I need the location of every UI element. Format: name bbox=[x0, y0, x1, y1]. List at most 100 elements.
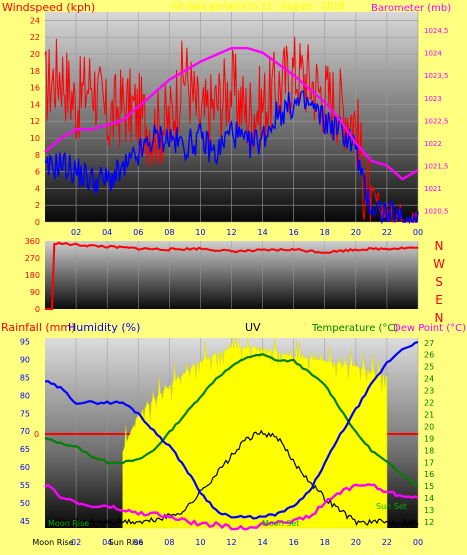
humidity-y-tick: 55 bbox=[20, 481, 30, 490]
wind-x-tick: 20 bbox=[351, 228, 361, 237]
barometer-y-tick: 1020,5 bbox=[424, 208, 449, 216]
wind-y-tick: 18 bbox=[30, 67, 40, 76]
wind-x-tick: 02 bbox=[71, 228, 81, 237]
temp-x-tick: 08 bbox=[164, 538, 174, 547]
barometer-y-tick: 1021,5 bbox=[424, 163, 449, 171]
wind-x-tick: 08 bbox=[164, 228, 174, 237]
barometer-y-tick: 1023 bbox=[424, 95, 442, 103]
temperature-y-tick: 24 bbox=[424, 375, 434, 384]
barometer-y-tick: 1024 bbox=[424, 50, 442, 58]
barometer-y-ticks: 1020,5 1021 1021,5 1022 1022,5 1023 1023,5 1024… bbox=[424, 27, 449, 216]
rain-zero-tick: 0 bbox=[34, 430, 39, 439]
wind-x-tick: 14 bbox=[257, 228, 267, 237]
wind-x-tick: 22 bbox=[382, 228, 392, 237]
temp-x-tick: Moon Rise bbox=[32, 538, 73, 547]
humidity-y-tick: 80 bbox=[20, 391, 30, 400]
sun-set-note: Sun Set bbox=[376, 502, 407, 511]
uv-line bbox=[44, 429, 419, 527]
temperature-y-tick: 27 bbox=[424, 339, 434, 348]
wind-y-tick: 6 bbox=[35, 168, 40, 177]
humidity-y-tick: 65 bbox=[20, 445, 30, 454]
wind-y-tick: 22 bbox=[30, 33, 40, 42]
dewpoint-axis-label: Dew Point (°C) bbox=[393, 323, 466, 334]
compass-label: N bbox=[435, 311, 444, 325]
temperature-y-tick: 25 bbox=[424, 363, 434, 372]
temp-series bbox=[44, 340, 419, 531]
wind-direction-line bbox=[45, 241, 419, 310]
compass-label: E bbox=[435, 293, 443, 307]
barometer-y-tick: 1024,5 bbox=[424, 27, 449, 35]
temperature-axis-label: Temperature (°C) bbox=[311, 323, 398, 334]
temp-x-tick: Sun Rise bbox=[109, 538, 144, 547]
wind-y-tick: 20 bbox=[30, 50, 40, 59]
wind-y-tick: 4 bbox=[35, 184, 40, 193]
windspeed-axis-label: Windspeed (kph) bbox=[2, 1, 95, 14]
wind-y-tick: 2 bbox=[35, 201, 40, 210]
humidity-axis-label: Humidity (%) bbox=[68, 321, 140, 334]
wind-x-tick: 04 bbox=[102, 228, 112, 237]
compass-label: W bbox=[433, 257, 445, 271]
direction-y-tick: 180 bbox=[25, 271, 40, 280]
temp-x-tick: 02 bbox=[71, 538, 81, 547]
temperature-line bbox=[44, 352, 419, 487]
humidity-line bbox=[44, 340, 419, 520]
uv-axis-label: UV bbox=[245, 321, 261, 334]
temp-x-tick: 14 bbox=[257, 538, 267, 547]
compass-label: S bbox=[435, 275, 443, 289]
moon-rise-note: Moon Rise bbox=[48, 519, 89, 528]
temperature-y-tick: 21 bbox=[424, 410, 434, 419]
dewpoint-line bbox=[44, 483, 419, 531]
date-title: All data pertains to 11 - August - 2018 bbox=[172, 2, 345, 12]
temp-x-tick: 20 bbox=[351, 538, 361, 547]
rainfall-axis-label: Rainfall (mm) bbox=[1, 321, 75, 334]
wind-x-tick: 10 bbox=[195, 228, 205, 237]
compass-label: N bbox=[435, 239, 444, 253]
humidity-y-tick: 70 bbox=[20, 427, 30, 436]
barometer-line bbox=[44, 46, 419, 181]
direction-y-tick: 360 bbox=[25, 237, 40, 246]
humidity-y-tick: 75 bbox=[20, 409, 30, 418]
wind-y-tick: 24 bbox=[30, 16, 40, 25]
direction-y-tick: 0 bbox=[35, 305, 40, 314]
wind-y-tick: 8 bbox=[35, 151, 40, 160]
wind-x-tick: 12 bbox=[226, 228, 236, 237]
temperature-y-tick: 17 bbox=[424, 458, 434, 467]
temp-x-tick: 04 bbox=[102, 538, 112, 547]
wind-x-tick: 18 bbox=[320, 228, 330, 237]
temperature-y-tick: 16 bbox=[424, 470, 434, 479]
windspeed-avg-line bbox=[44, 90, 419, 225]
barometer-y-tick: 1023,5 bbox=[424, 72, 449, 80]
moon-set-note: Moon Set bbox=[262, 519, 299, 528]
temperature-y-tick: 22 bbox=[424, 399, 434, 408]
humidity-y-tick: 45 bbox=[20, 517, 30, 526]
direction-y-tick: 270 bbox=[25, 254, 40, 263]
wind-y-tick: 12 bbox=[30, 117, 40, 126]
temp-x-tick: 22 bbox=[382, 538, 392, 547]
temp-x-tick: 12 bbox=[226, 538, 236, 547]
windspeed-line bbox=[44, 36, 419, 223]
direction-y-ticks: 360 270 180 90 0 bbox=[25, 237, 40, 314]
temperature-y-tick: 12 bbox=[424, 518, 434, 527]
wind-y-tick: 16 bbox=[30, 84, 40, 93]
temperature-humidity-panel: 45 50 55 60 65 70 75 80 85 90 95 12 13 14 15 16 17 18 19 2… bbox=[1, 321, 466, 547]
temp-x-tick: 10 bbox=[195, 538, 205, 547]
direction-series bbox=[45, 241, 419, 310]
temperature-y-tick: 26 bbox=[424, 351, 434, 360]
humidity-y-tick: 90 bbox=[20, 356, 30, 365]
barometer-axis-label: Barometer (mb) bbox=[371, 3, 451, 14]
wind-y-tick: 0 bbox=[35, 218, 40, 227]
temperature-y-tick: 20 bbox=[424, 422, 434, 431]
barometer-y-tick: 1022,5 bbox=[424, 117, 449, 125]
temp-x-tick: 06 bbox=[133, 538, 143, 547]
temperature-y-tick: 15 bbox=[424, 482, 434, 491]
astro-annotations: Moon Rise Moon Set Sun Set bbox=[48, 502, 407, 528]
temperature-y-tick: 14 bbox=[424, 494, 434, 503]
humidity-y-tick: 95 bbox=[20, 338, 30, 347]
temp-x-tick: 16 bbox=[289, 538, 299, 547]
